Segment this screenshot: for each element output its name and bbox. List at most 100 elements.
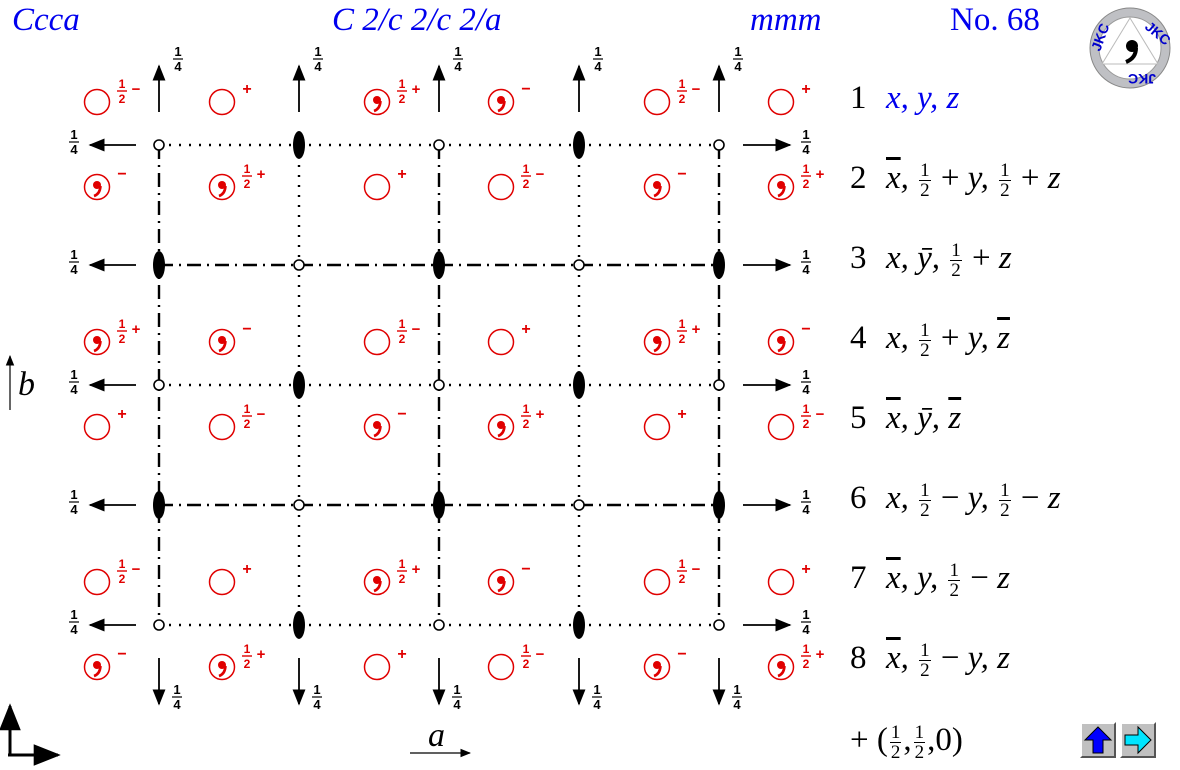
quarter-den: 4 <box>70 502 78 517</box>
height-label: 12− <box>677 557 701 586</box>
quarter-label: 14 <box>69 127 79 157</box>
operation-number: 2 <box>850 160 867 196</box>
general-position: 12− <box>643 77 701 116</box>
twofold-axis <box>713 491 725 519</box>
quarter-label: 14 <box>801 127 811 157</box>
general-position-enantiomorph: 12 + <box>208 642 266 681</box>
height-label: 12− <box>801 402 825 431</box>
general-position: + <box>208 561 252 596</box>
inversion-centre <box>713 619 725 631</box>
inversion-centre <box>153 379 165 391</box>
height-label: 12− <box>397 317 421 346</box>
quarter-label: 14 <box>312 682 322 712</box>
sign: − <box>521 81 530 98</box>
inversion-centre <box>713 139 725 151</box>
quarter-num: 1 <box>70 367 77 382</box>
twofold-axis <box>293 371 305 399</box>
general-position: + <box>767 561 811 596</box>
quarter-num: 1 <box>802 487 809 502</box>
twofold-axis <box>573 131 585 159</box>
general-position-enantiomorph: 12 + <box>363 77 421 116</box>
right-arrow-icon <box>1124 725 1152 755</box>
height-label: 12 + <box>242 162 266 191</box>
general-position: 12− <box>83 77 141 116</box>
svg-text:JKC: JKC <box>1128 71 1156 87</box>
quarter-num: 1 <box>174 44 181 59</box>
quarter-num: 1 <box>734 44 741 59</box>
inversion-centre <box>573 499 585 511</box>
quarter-den: 4 <box>593 697 601 712</box>
quarter-den: 4 <box>734 59 742 74</box>
quarter-label: 14 <box>593 44 603 74</box>
quarter-num: 1 <box>454 44 461 59</box>
sign: − <box>242 321 251 338</box>
height-label: + <box>397 646 406 663</box>
point-group: mmm <box>750 2 822 38</box>
sign: + <box>692 321 701 338</box>
half-den: 2 <box>803 177 810 191</box>
general-position-enantiomorph: 12 + <box>363 557 421 596</box>
quarter-num: 1 <box>70 127 77 142</box>
quarter-label: 14 <box>173 44 183 74</box>
half-num: 1 <box>119 557 126 571</box>
axis-b-label: b <box>18 366 35 403</box>
half-num: 1 <box>399 77 406 91</box>
quarter-den: 4 <box>802 622 810 637</box>
sign: + <box>242 561 251 578</box>
half-den: 2 <box>523 417 530 431</box>
quarter-num: 1 <box>593 682 600 697</box>
quarter-den: 4 <box>594 59 602 74</box>
sign: − <box>397 406 406 423</box>
general-position-enantiomorph: 12 + <box>767 642 825 681</box>
half-den: 2 <box>399 332 406 346</box>
operation-number: 8 <box>850 640 867 676</box>
inversion-centre <box>153 139 165 151</box>
sign: − <box>117 166 126 183</box>
sign: + <box>536 406 545 423</box>
height-label: 12− <box>521 642 545 671</box>
quarter-num: 1 <box>802 367 809 382</box>
sign: + <box>412 81 421 98</box>
general-position: 12− <box>767 402 825 441</box>
quarter-label: 14 <box>801 367 811 397</box>
general-position: + <box>363 166 407 201</box>
axis-a-label: a <box>428 717 445 754</box>
general-position: 12− <box>208 402 266 441</box>
half-den: 2 <box>803 657 810 671</box>
sign: + <box>257 166 266 183</box>
quarter-den: 4 <box>802 382 810 397</box>
half-den: 2 <box>679 572 686 586</box>
jkc-logo[interactable]: JKC JKC JKC <box>1088 6 1172 90</box>
nav-up-button[interactable] <box>1080 722 1116 758</box>
general-position-enantiomorph: − <box>208 321 252 356</box>
height-label: + <box>242 81 251 98</box>
half-num: 1 <box>244 642 251 656</box>
inversion-centre <box>153 619 165 631</box>
quarter-label: 14 <box>452 682 462 712</box>
half-den: 2 <box>523 657 530 671</box>
general-position: + <box>487 321 531 356</box>
quarter-label: 14 <box>801 487 811 517</box>
sign: − <box>536 166 545 183</box>
half-num: 1 <box>523 402 530 416</box>
twofold-axis <box>293 131 305 159</box>
operation-number: 4 <box>850 320 867 356</box>
quarter-num: 1 <box>594 44 601 59</box>
half-num: 1 <box>803 402 810 416</box>
height-label: 12 + <box>242 642 266 671</box>
half-den: 2 <box>244 177 251 191</box>
general-position: + <box>643 406 687 441</box>
operation-number: 5 <box>850 400 867 436</box>
half-den: 2 <box>679 92 686 106</box>
nav-next-button[interactable] <box>1120 722 1156 758</box>
quarter-den: 4 <box>802 142 810 157</box>
quarter-num: 1 <box>733 682 740 697</box>
height-label: + <box>677 406 686 423</box>
quarter-label: 14 <box>69 607 79 637</box>
twofold-axis <box>153 251 165 279</box>
